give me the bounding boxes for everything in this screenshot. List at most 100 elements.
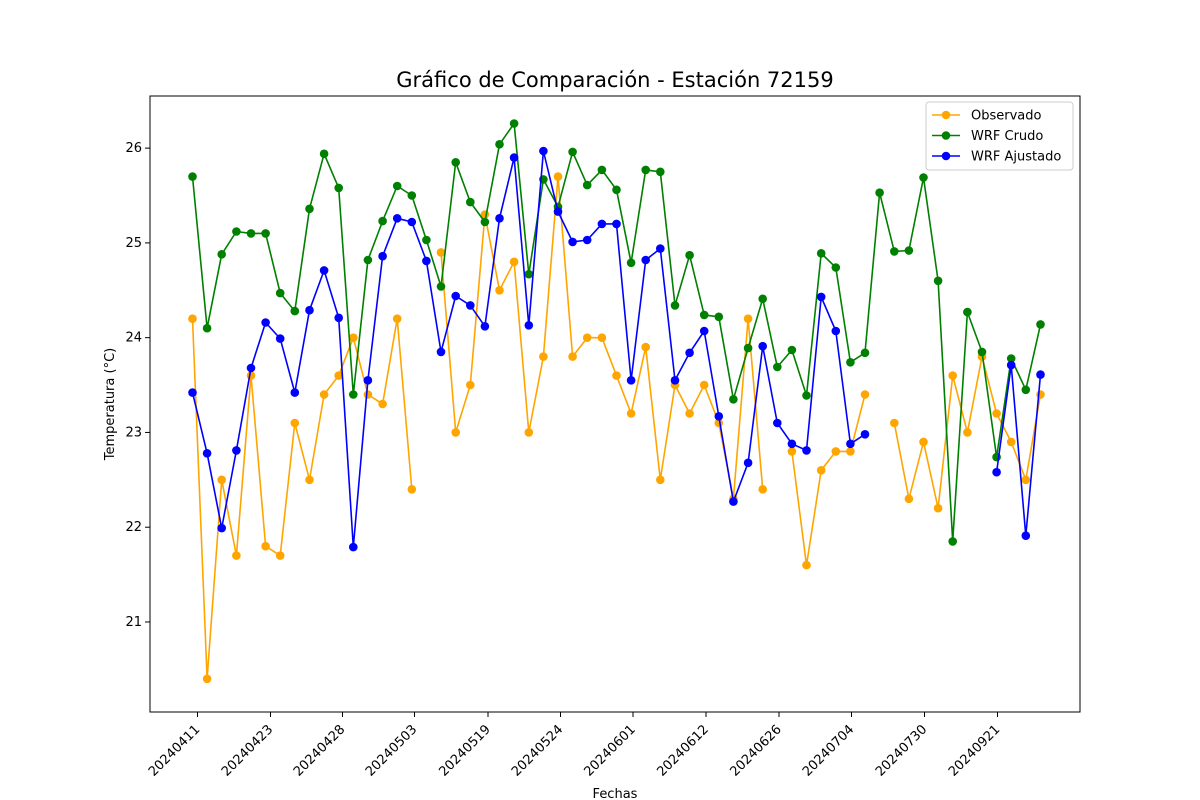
wrf-ajustado-point: [217, 523, 226, 533]
observado-point: [305, 475, 314, 485]
series-layer: [188, 119, 1045, 684]
wrf-ajustado-point: [202, 449, 212, 458]
observado-point: [948, 371, 957, 380]
wrf-crudo-point: [422, 235, 431, 245]
x-tick-label: 20240428: [291, 722, 348, 779]
observado-point: [378, 399, 387, 409]
observado-point: [392, 314, 402, 324]
wrf-crudo-point: [743, 343, 753, 353]
wrf-ajustado-point: [685, 348, 694, 358]
wrf-crudo-point: [319, 149, 329, 159]
legend-label-observado: Observado: [971, 109, 1042, 124]
wrf-ajustado-point: [582, 235, 592, 245]
wrf-ajustado-point: [816, 292, 826, 302]
wrf-ajustado-point: [992, 467, 1001, 477]
wrf-crudo-point: [509, 119, 519, 128]
wrf-ajustado-point: [699, 326, 709, 336]
wrf-crudo-point: [466, 197, 475, 207]
wrf-ajustado-point: [831, 326, 841, 336]
wrf-ajustado-point: [729, 497, 738, 506]
wrf-crudo-point: [1036, 320, 1045, 329]
wrf-crudo-point: [392, 181, 402, 191]
y-axis-label: Temperatura (°C): [103, 348, 118, 461]
wrf-ajustado-point: [188, 388, 197, 397]
observado-point: [495, 286, 504, 295]
series-wrf-ajustado: [188, 146, 1045, 552]
observado-point: [1006, 437, 1016, 447]
observado-point: [597, 333, 607, 343]
y-tick-label: 25: [125, 236, 142, 251]
y-tick-label: 22: [125, 520, 142, 535]
wrf-crudo-point: [612, 185, 621, 195]
observado-point: [436, 248, 446, 257]
wrf-ajustado-point: [436, 347, 446, 357]
wrf-ajustado-point: [349, 542, 358, 552]
wrf-ajustado-point: [612, 219, 621, 229]
observado-point: [846, 447, 855, 456]
y-tick-label: 21: [125, 615, 142, 630]
wrf-crudo-point: [202, 323, 212, 333]
wrf-ajustado-point: [363, 376, 373, 385]
wrf-ajustado-point: [1021, 531, 1031, 540]
wrf-crudo-point: [729, 395, 738, 404]
wrf-ajustado-point: [422, 256, 431, 266]
wrf-crudo-point: [246, 229, 256, 238]
wrf-crudo-point: [831, 263, 841, 272]
wrf-ajustado-point: [275, 334, 285, 343]
observado-point: [904, 494, 914, 504]
observado-point: [699, 380, 709, 390]
wrf-crudo-point: [699, 310, 709, 320]
wrf-crudo-point: [290, 306, 300, 316]
wrf-ajustado-point: [509, 153, 519, 162]
wrf-ajustado-point: [743, 458, 753, 468]
observado-point: [919, 437, 928, 447]
observado-point: [275, 551, 285, 560]
x-tick-label: 20240921: [946, 722, 1003, 779]
y-axis: 21 22 23 24 25 26: [125, 141, 150, 630]
wrf-ajustado-point: [787, 439, 797, 449]
wrf-ajustado-point: [246, 363, 256, 373]
wrf-crudo-point: [582, 180, 592, 190]
wrf-crudo-point: [524, 269, 534, 279]
observado-point: [349, 333, 358, 343]
wrf-crudo-point: [787, 345, 797, 355]
observado-point: [656, 475, 665, 485]
wrf-ajustado-point: [641, 255, 650, 265]
observado-point: [1021, 475, 1031, 485]
legend-marker-observado: [941, 110, 951, 120]
x-tick-label: 20240704: [800, 722, 857, 779]
wrf-ajustado-point: [568, 237, 577, 247]
x-tick-label: 20240524: [509, 722, 566, 779]
wrf-ajustado-point: [290, 388, 300, 397]
wrf-ajustado-point: [846, 439, 855, 449]
wrf-ajustado-point: [539, 146, 548, 156]
wrf-ajustado-point: [305, 305, 314, 315]
wrf-crudo-point: [977, 347, 987, 357]
observado-point: [933, 503, 943, 513]
observado-point: [641, 342, 650, 352]
wrf-crudo-point: [904, 246, 914, 255]
wrf-crudo-point: [217, 250, 226, 259]
wrf-crudo-point: [656, 167, 665, 177]
observado-point: [246, 371, 256, 380]
x-tick-label: 20240730: [873, 722, 930, 779]
observado-point: [319, 390, 329, 399]
x-tick-label: 20240423: [219, 722, 276, 779]
observado-point: [787, 447, 797, 456]
wrf-crudo-point: [758, 294, 767, 304]
observado-point: [890, 418, 899, 428]
wrf-crudo-point: [480, 217, 490, 227]
wrf-ajustado-point: [758, 341, 767, 351]
observado-point: [188, 314, 197, 324]
observado-point: [363, 390, 373, 399]
wrf-ajustado-point: [597, 219, 607, 229]
observado-point: [539, 352, 548, 361]
y-tick-label: 26: [125, 141, 142, 156]
wrf-ajustado-point: [480, 322, 490, 331]
wrf-ajustado-point: [714, 412, 724, 421]
legend-label-wrf-ajustado: WRF Ajustado: [971, 150, 1061, 165]
x-tick-label: 20240612: [654, 722, 711, 779]
observado-point: [831, 447, 841, 456]
observado-point: [451, 428, 461, 437]
